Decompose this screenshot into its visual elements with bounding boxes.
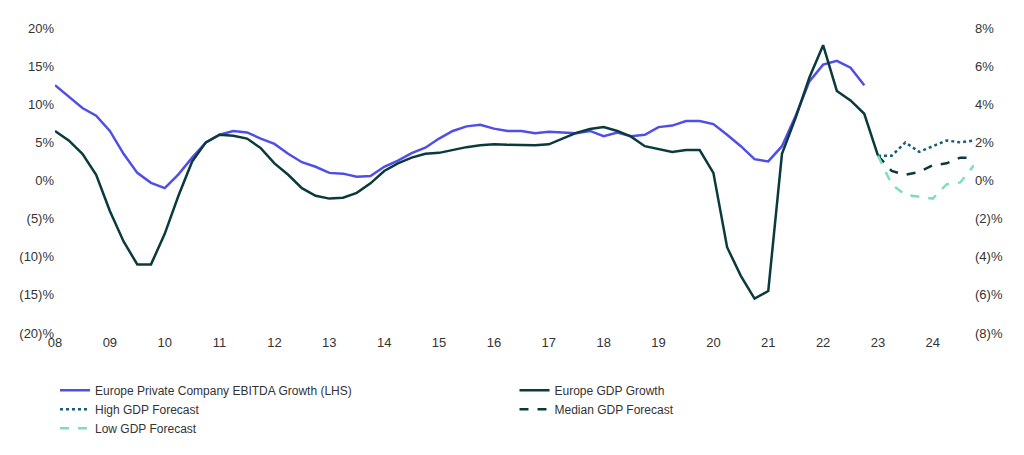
svg-text:20: 20 <box>706 335 720 350</box>
svg-text:15%: 15% <box>28 59 54 74</box>
svg-text:13: 13 <box>322 335 336 350</box>
svg-text:11: 11 <box>213 335 227 350</box>
svg-text:(10)%: (10)% <box>19 249 54 264</box>
svg-text:16: 16 <box>487 335 501 350</box>
svg-text:6%: 6% <box>975 59 994 74</box>
svg-text:2%: 2% <box>975 135 994 150</box>
svg-text:10: 10 <box>157 335 171 350</box>
svg-text:21: 21 <box>761 335 775 350</box>
svg-text:(4)%: (4)% <box>975 249 1003 264</box>
svg-text:15: 15 <box>432 335 446 350</box>
svg-text:17: 17 <box>542 335 556 350</box>
svg-text:10%: 10% <box>28 97 54 112</box>
svg-text:19: 19 <box>651 335 665 350</box>
svg-text:22: 22 <box>816 335 830 350</box>
svg-text:(6)%: (6)% <box>975 287 1003 302</box>
svg-text:Median GDP Forecast: Median GDP Forecast <box>555 403 674 417</box>
svg-text:(8)%: (8)% <box>975 326 1003 341</box>
svg-text:5%: 5% <box>35 135 54 150</box>
svg-text:09: 09 <box>103 335 117 350</box>
svg-text:(20)%: (20)% <box>19 326 54 341</box>
svg-text:High GDP Forecast: High GDP Forecast <box>95 403 199 417</box>
svg-text:24: 24 <box>926 335 940 350</box>
svg-text:23: 23 <box>871 335 885 350</box>
svg-text:20%: 20% <box>28 21 54 36</box>
svg-text:8%: 8% <box>975 21 994 36</box>
svg-text:18: 18 <box>596 335 610 350</box>
svg-text:(15)%: (15)% <box>19 287 54 302</box>
svg-text:12: 12 <box>267 335 281 350</box>
svg-text:4%: 4% <box>975 97 994 112</box>
svg-text:(2)%: (2)% <box>975 211 1003 226</box>
svg-text:0%: 0% <box>35 173 54 188</box>
svg-text:(5)%: (5)% <box>27 211 55 226</box>
svg-text:Europe GDP Growth: Europe GDP Growth <box>555 384 665 398</box>
svg-text:08: 08 <box>48 335 62 350</box>
svg-text:Low GDP Forecast: Low GDP Forecast <box>95 422 197 436</box>
svg-text:Europe Private Company EBITDA: Europe Private Company EBITDA Growth (LH… <box>95 384 352 398</box>
svg-text:0%: 0% <box>975 173 994 188</box>
svg-text:14: 14 <box>377 335 391 350</box>
